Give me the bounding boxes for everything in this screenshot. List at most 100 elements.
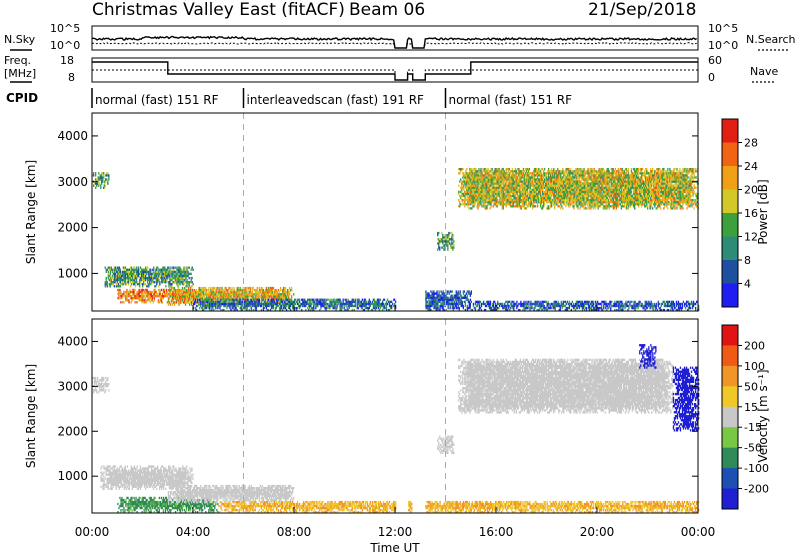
nsky-label: N.Sky	[4, 33, 36, 46]
data-cell	[269, 286, 272, 290]
data-cell	[154, 285, 156, 288]
data-cell	[128, 278, 131, 282]
data-cell	[269, 291, 272, 294]
data-cell	[107, 276, 110, 280]
data-cell	[156, 272, 158, 276]
data-cell	[164, 278, 166, 282]
data-cell	[253, 289, 255, 292]
data-cell	[134, 283, 137, 286]
data-cell	[180, 299, 183, 302]
data-cell	[204, 306, 206, 310]
data-cell	[164, 274, 166, 278]
data-cell	[144, 301, 146, 304]
data-cell	[194, 291, 196, 294]
data-cell	[120, 276, 123, 280]
data-cell	[216, 286, 218, 290]
data-cell	[215, 297, 217, 300]
data-cell	[133, 274, 136, 278]
data-cell	[233, 289, 235, 292]
data-cell	[290, 289, 292, 292]
data-cell	[133, 266, 136, 269]
data-cell	[104, 283, 106, 286]
data-cell	[147, 295, 149, 298]
data-cell	[130, 283, 133, 286]
data-cell	[160, 270, 162, 274]
data-cell	[471, 168, 473, 171]
data-cell	[225, 295, 227, 298]
data-cell	[143, 278, 145, 282]
data-cell	[136, 297, 138, 300]
data-cell	[132, 292, 134, 296]
data-cell	[225, 289, 227, 292]
data-cell	[186, 297, 189, 300]
data-cell	[204, 304, 206, 308]
data-cell	[135, 272, 138, 276]
data-cell	[177, 295, 180, 298]
data-cell	[128, 276, 131, 280]
data-cell	[276, 297, 279, 300]
data-cell	[257, 291, 259, 294]
data-cell	[171, 283, 173, 286]
data-cell	[481, 170, 483, 173]
data-cell	[152, 292, 154, 296]
data-cell	[108, 266, 111, 269]
data-cell	[112, 283, 115, 286]
data-cell	[188, 266, 190, 269]
data-cell	[230, 299, 232, 302]
data-cell	[119, 274, 122, 278]
data-cell	[184, 299, 187, 302]
data-cell	[113, 276, 116, 280]
data-cell	[136, 290, 138, 294]
data-cell	[215, 304, 217, 308]
data-cell	[143, 276, 145, 280]
data-cell	[210, 291, 212, 294]
data-cell	[190, 268, 192, 271]
data-cell	[200, 291, 202, 294]
data-cell	[267, 289, 270, 292]
data-cell	[193, 293, 195, 296]
freq-panel: Freq. [MHz] 18 8 60 0 Nave	[4, 54, 778, 84]
data-cell	[216, 289, 218, 292]
data-cell	[119, 290, 121, 294]
data-cell	[133, 268, 136, 271]
data-cell	[189, 297, 191, 300]
data-cell	[117, 268, 120, 271]
data-cell	[261, 286, 264, 290]
data-cell	[496, 196, 498, 200]
data-cell	[274, 293, 277, 296]
data-cell	[188, 289, 190, 292]
data-cell	[585, 207, 587, 210]
data-cell	[495, 184, 497, 187]
data-cell	[253, 293, 255, 296]
data-cell	[144, 276, 146, 280]
data-cell	[172, 291, 175, 294]
data-cell	[175, 299, 178, 302]
data-cell	[564, 201, 566, 204]
data-cell	[176, 299, 179, 302]
data-cell	[120, 272, 123, 276]
data-cell	[197, 304, 199, 308]
data-cell	[190, 272, 192, 276]
data-cell	[364, 298, 367, 301]
data-cell	[148, 270, 150, 274]
data-cell	[207, 304, 209, 308]
data-cell	[116, 274, 119, 278]
data-cell	[180, 293, 183, 296]
data-cell	[217, 293, 219, 296]
data-cell	[152, 295, 154, 298]
data-cell	[120, 301, 122, 304]
data-cell	[231, 301, 233, 304]
data-cell	[126, 278, 129, 282]
data-cell	[466, 168, 468, 171]
data-cell	[498, 190, 500, 194]
data-cell	[469, 294, 472, 297]
data-cell	[136, 272, 139, 276]
data-cell	[204, 302, 206, 306]
data-cell	[168, 283, 170, 286]
data-cell	[167, 266, 169, 269]
data-cell	[209, 300, 211, 304]
data-cell	[261, 293, 264, 296]
data-cell	[259, 289, 262, 292]
data-cell	[214, 291, 216, 294]
data-cell	[133, 292, 135, 296]
